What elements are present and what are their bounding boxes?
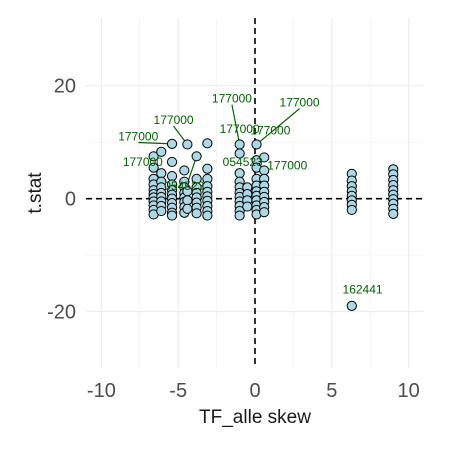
data-point: [148, 162, 159, 173]
data-point: [202, 163, 213, 174]
annotation-label: 177000: [118, 130, 158, 144]
x-tick-label: -10: [87, 380, 116, 402]
data-point: [182, 195, 193, 206]
data-point: [202, 210, 213, 221]
annotation-label: 177000: [267, 158, 307, 172]
x-tick-label: -5: [169, 380, 187, 402]
annotation-label: 177000: [280, 96, 320, 110]
annotation-leader-line: [138, 141, 173, 145]
annotation-leader-line: [231, 104, 241, 145]
data-point: [182, 203, 193, 214]
data-point: [202, 138, 213, 149]
x-tick-label: 10: [398, 380, 420, 402]
annotation-label: 177000: [250, 123, 290, 137]
annotation-label: 054523: [223, 155, 263, 169]
data-point: [259, 152, 270, 163]
data-point: [148, 151, 159, 162]
x-tick-label: 5: [326, 380, 337, 402]
y-tick-label: 0: [65, 189, 76, 211]
data-point: [156, 205, 167, 217]
data-point: [191, 151, 202, 162]
data-point: [234, 148, 245, 159]
annotation-label: 177000: [212, 92, 252, 106]
x-axis-title: TF_alle skew: [199, 407, 311, 428]
data-point: [234, 210, 245, 221]
x-tick-label: 0: [249, 380, 260, 402]
tick-labels: -10 -5 0 5 10 -20 0 20: [47, 76, 420, 402]
data-point: [156, 146, 167, 157]
annotation-label: 162441: [343, 282, 383, 296]
annotation-leader-lines: [138, 104, 300, 193]
y-tick-label: 20: [54, 76, 76, 98]
data-point: [234, 168, 245, 179]
y-tick-label: -20: [47, 302, 76, 324]
data-points: [148, 138, 399, 312]
data-point: [234, 139, 245, 150]
data-point: [166, 210, 178, 221]
data-point: [346, 300, 357, 312]
data-point: [346, 204, 357, 216]
data-point: [166, 138, 178, 149]
data-point: [182, 139, 193, 150]
annotation-leader-line: [256, 108, 300, 145]
data-point: [388, 208, 399, 219]
annotation-label: 177000: [220, 122, 260, 136]
annotation-label: 054523: [164, 179, 204, 193]
data-point: [179, 165, 190, 176]
y-axis-title: t.stat: [25, 172, 46, 214]
annotation-label: 177000: [123, 155, 163, 169]
data-point: [166, 156, 178, 168]
data-point: [242, 201, 253, 212]
data-point: [251, 139, 262, 150]
annotation-label: 177000: [154, 113, 194, 127]
data-point: [191, 208, 202, 219]
data-point: [259, 207, 270, 218]
data-point: [156, 168, 167, 179]
